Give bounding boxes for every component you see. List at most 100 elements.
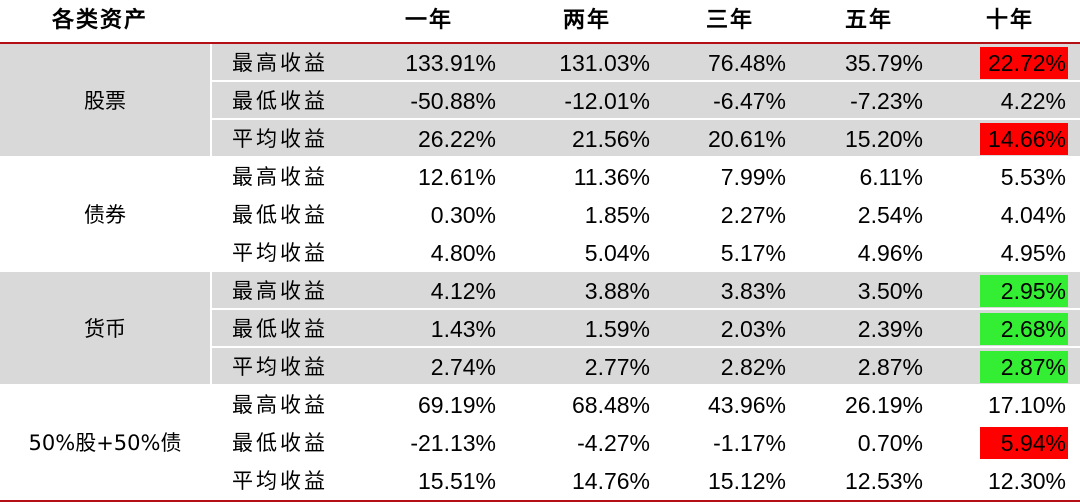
value-cell: 4.12% <box>430 278 496 304</box>
value-cell: 2.27% <box>720 202 786 228</box>
value-cell: 1.59% <box>584 316 650 342</box>
metric-label: 平均收益 <box>232 241 328 265</box>
row-shade <box>212 120 1080 156</box>
value-cell: -7.23% <box>850 88 923 114</box>
table-header: 各类资产 一年 两年 三年 五年 十年 <box>0 0 1080 42</box>
value-cell: 133.91% <box>405 50 496 76</box>
metric-label: 最高收益 <box>232 51 328 75</box>
value-cell: 11.36% <box>573 164 650 190</box>
metric-label: 最低收益 <box>232 431 328 455</box>
value-cell: 4.04% <box>1000 202 1066 228</box>
row-shade <box>212 310 1080 346</box>
value-cell: 17.10% <box>987 392 1066 418</box>
value-cell: 4.95% <box>1000 240 1066 266</box>
value-cell: 4.96% <box>857 240 923 266</box>
metric-label: 平均收益 <box>232 127 328 151</box>
metric-label: 最高收益 <box>232 279 328 303</box>
group-label: 股票 <box>84 89 126 113</box>
value-cell: -6.47% <box>713 88 786 114</box>
value-cell: 2.87% <box>857 354 923 380</box>
value-cell: 3.88% <box>584 278 650 304</box>
value-cell: -50.88% <box>410 88 496 114</box>
cell-highlight <box>980 427 1068 459</box>
group-shade <box>0 272 210 384</box>
value-cell: 2.82% <box>720 354 786 380</box>
value-cell: 4.80% <box>430 240 496 266</box>
value-cell: 5.94% <box>1000 430 1066 456</box>
group-label: 债券 <box>84 203 126 227</box>
value-cell: 15.51% <box>417 468 496 494</box>
cell-highlight <box>980 275 1068 307</box>
group-shade <box>0 44 210 156</box>
value-cell: 5.04% <box>584 240 650 266</box>
header-5y: 五年 <box>845 8 894 33</box>
value-cell: 12.61% <box>417 164 496 190</box>
value-cell: -21.13% <box>410 430 496 456</box>
value-cell: 68.48% <box>571 392 650 418</box>
value-cell: 26.19% <box>844 392 923 418</box>
row-shade <box>212 82 1080 118</box>
value-cell: 15.12% <box>707 468 786 494</box>
value-cell: 5.17% <box>720 240 786 266</box>
row-shade <box>212 348 1080 384</box>
value-cell: 12.53% <box>844 468 923 494</box>
header-10y: 十年 <box>986 8 1035 33</box>
header-rule <box>0 42 1080 44</box>
value-cell: -12.01% <box>564 88 650 114</box>
header-3y: 三年 <box>706 8 755 33</box>
metric-label: 平均收益 <box>232 355 328 379</box>
metric-label: 最高收益 <box>232 165 328 189</box>
value-cell: 15.20% <box>844 126 923 152</box>
header-2y: 两年 <box>563 8 612 33</box>
value-cell: 26.22% <box>417 126 496 152</box>
value-cell: 1.43% <box>430 316 496 342</box>
metric-label: 最低收益 <box>232 89 328 113</box>
value-cell: 3.50% <box>857 278 923 304</box>
cell-highlight <box>980 351 1068 383</box>
value-cell: 2.87% <box>1000 354 1066 380</box>
row-shade <box>212 272 1080 308</box>
value-cell: 2.54% <box>857 202 923 228</box>
value-cell: 131.03% <box>559 50 650 76</box>
value-cell: 7.99% <box>720 164 786 190</box>
value-cell: 2.03% <box>720 316 786 342</box>
metric-label: 最高收益 <box>232 393 328 417</box>
value-cell: 0.70% <box>857 430 923 456</box>
value-cell: 43.96% <box>707 392 786 418</box>
cell-highlight <box>980 313 1068 345</box>
metric-label: 最低收益 <box>232 317 328 341</box>
metric-label: 最低收益 <box>232 203 328 227</box>
value-cell: 2.39% <box>857 316 923 342</box>
group-label: 货币 <box>84 317 126 341</box>
metric-label: 平均收益 <box>232 469 328 493</box>
value-cell: 12.30% <box>987 468 1066 494</box>
value-cell: 2.68% <box>1000 316 1066 342</box>
value-cell: 21.56% <box>571 126 650 152</box>
value-cell: -4.27% <box>577 430 650 456</box>
row-shade <box>212 44 1080 80</box>
cell-highlight <box>980 47 1068 79</box>
value-cell: 69.19% <box>417 392 496 418</box>
value-cell: 76.48% <box>707 50 786 76</box>
value-cell: -1.17% <box>713 430 786 456</box>
value-cell: 2.77% <box>584 354 650 380</box>
group-label: 50%股+50%债 <box>28 431 182 455</box>
value-cell: 22.72% <box>987 50 1066 76</box>
value-cell: 1.85% <box>584 202 650 228</box>
value-cell: 14.76% <box>571 468 650 494</box>
value-cell: 2.74% <box>430 354 496 380</box>
value-cell: 14.66% <box>987 126 1066 152</box>
value-cell: 0.30% <box>430 202 496 228</box>
value-cell: 4.22% <box>1000 88 1066 114</box>
value-cell: 35.79% <box>844 50 923 76</box>
value-cell: 5.53% <box>1000 164 1066 190</box>
cell-highlight <box>980 123 1068 155</box>
value-cell: 2.95% <box>1000 278 1066 304</box>
header-1y: 一年 <box>405 8 454 33</box>
value-cell: 3.83% <box>720 278 786 304</box>
bottom-rule <box>0 500 1080 502</box>
value-cell: 20.61% <box>707 126 786 152</box>
value-cell: 6.11% <box>859 164 923 190</box>
header-asset-class: 各类资产 <box>52 8 149 33</box>
